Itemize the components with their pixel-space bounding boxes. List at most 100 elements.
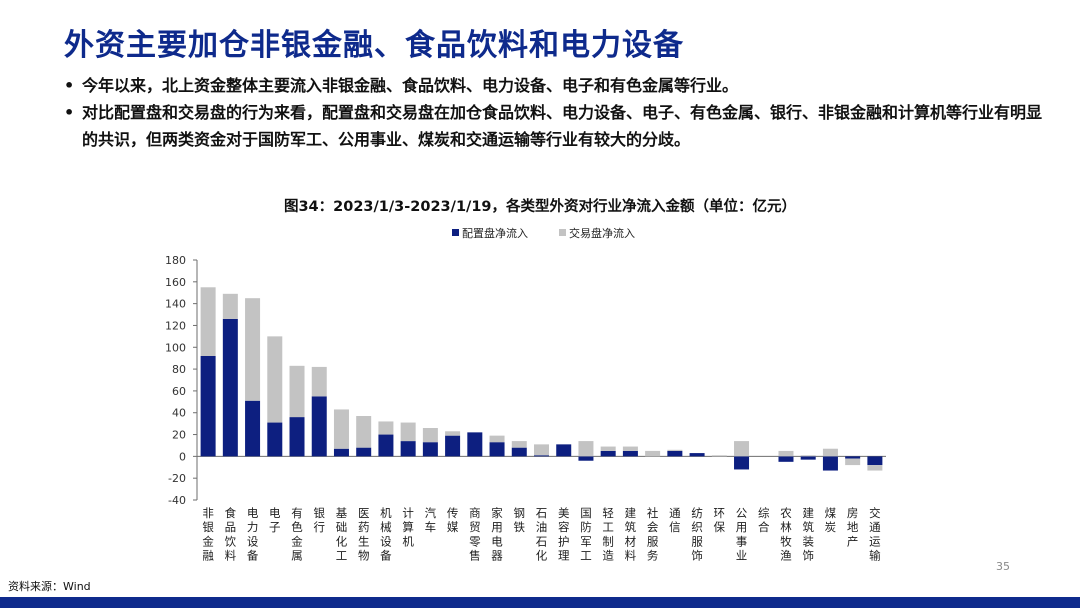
x-category-label: 合 bbox=[758, 520, 770, 534]
x-category-label: 输 bbox=[869, 549, 881, 563]
x-category-label: 品 bbox=[225, 520, 237, 534]
x-category-label: 保 bbox=[714, 520, 726, 534]
bar-allocation bbox=[800, 456, 816, 460]
bar-allocation bbox=[578, 456, 594, 461]
x-category-label: 护 bbox=[558, 534, 570, 548]
x-category-label: 基 bbox=[336, 506, 348, 520]
x-category-label: 设 bbox=[380, 534, 392, 548]
bar-trading bbox=[289, 365, 305, 418]
x-category-label: 运 bbox=[869, 534, 881, 548]
x-category-label: 务 bbox=[647, 549, 659, 563]
x-category-label: 银 bbox=[313, 506, 325, 520]
bar-allocation bbox=[245, 400, 261, 457]
x-category-label: 化 bbox=[536, 549, 548, 563]
y-tick-label: 100 bbox=[165, 341, 186, 354]
bullet-marker: • bbox=[64, 76, 75, 95]
bullet-marker: • bbox=[64, 103, 75, 122]
bar-trading bbox=[578, 441, 594, 457]
x-category-label: 非 bbox=[202, 506, 214, 520]
bullet-item: • 今年以来，北上资金整体主要流入非银金融、食品饮料、电力设备、电子和有色金属等… bbox=[58, 72, 1048, 99]
x-category-label: 事 bbox=[736, 534, 748, 548]
legend-swatch-trading bbox=[559, 229, 566, 236]
x-category-label: 饮 bbox=[225, 534, 237, 548]
x-category-label: 机 bbox=[380, 506, 392, 520]
y-tick-label: 120 bbox=[165, 319, 186, 332]
x-category-label: 容 bbox=[558, 520, 570, 534]
bar-trading bbox=[645, 450, 661, 457]
x-category-label: 通 bbox=[869, 520, 881, 534]
y-tick-label: 0 bbox=[179, 450, 186, 463]
bullet-text: 今年以来，北上资金整体主要流入非银金融、食品饮料、电力设备、电子和有色金属等行业… bbox=[82, 76, 739, 95]
x-category-label: 理 bbox=[558, 549, 570, 563]
x-category-label: 计 bbox=[402, 506, 414, 520]
x-category-label: 汽 bbox=[425, 506, 437, 520]
bar-trading bbox=[511, 441, 527, 448]
x-category-label: 渔 bbox=[780, 549, 792, 563]
bar-trading bbox=[867, 465, 883, 471]
y-tick-label: 140 bbox=[165, 298, 186, 311]
bar-trading bbox=[667, 449, 683, 451]
x-category-label: 械 bbox=[380, 520, 392, 534]
bar-trading bbox=[356, 416, 372, 448]
bar-allocation bbox=[778, 456, 794, 462]
x-category-label: 商 bbox=[469, 506, 481, 520]
x-category-label: 物 bbox=[358, 549, 370, 563]
x-category-label: 电 bbox=[269, 506, 281, 520]
x-category-label: 建 bbox=[625, 506, 637, 520]
x-category-label: 通 bbox=[669, 506, 681, 520]
x-category-label: 设 bbox=[247, 534, 259, 548]
bar-allocation bbox=[867, 456, 883, 466]
bar-trading bbox=[600, 446, 616, 451]
bar-trading bbox=[778, 450, 794, 457]
x-category-label: 房 bbox=[847, 506, 859, 520]
x-category-label: 服 bbox=[647, 534, 659, 548]
x-category-label: 织 bbox=[691, 520, 703, 534]
x-category-label: 有 bbox=[291, 506, 303, 520]
x-category-label: 交 bbox=[869, 506, 881, 520]
bar-trading bbox=[200, 287, 216, 356]
chart-title: 图34：2023/1/3-2023/1/19，各类型外资对行业净流入金额（单位：… bbox=[283, 199, 797, 215]
x-category-label: 媒 bbox=[447, 520, 459, 534]
bar-allocation bbox=[356, 447, 372, 457]
x-category-label: 造 bbox=[602, 549, 614, 563]
x-category-label: 工 bbox=[336, 549, 348, 563]
x-category-label: 地 bbox=[847, 520, 859, 534]
x-category-label: 础 bbox=[336, 520, 348, 534]
x-category-label: 生 bbox=[358, 534, 370, 548]
y-tick-label: -20 bbox=[168, 472, 186, 485]
x-category-label: 会 bbox=[647, 520, 659, 534]
x-category-label: 铁 bbox=[514, 520, 526, 534]
y-tick-label: 160 bbox=[165, 276, 186, 289]
bar-trading bbox=[711, 455, 727, 457]
bar-allocation bbox=[622, 450, 638, 457]
x-category-label: 油 bbox=[536, 520, 548, 534]
y-tick-label: -40 bbox=[168, 494, 186, 507]
bar-trading bbox=[400, 422, 416, 442]
x-category-label: 牧 bbox=[780, 534, 792, 548]
x-category-label: 饰 bbox=[802, 549, 814, 563]
bar-trading bbox=[267, 336, 283, 423]
slide-title: 外资主要加仓非银金融、食品饮料和电力设备 bbox=[64, 28, 684, 63]
x-category-label: 工 bbox=[580, 549, 592, 563]
x-category-label: 美 bbox=[558, 506, 570, 520]
bullet-text: 对比配置盘和交易盘的行为来看，配置盘和交易盘在加仓食品饮料、电力设备、电子、有色… bbox=[82, 103, 1043, 149]
bar-allocation bbox=[734, 456, 750, 470]
x-category-label: 信 bbox=[669, 520, 681, 534]
x-category-label: 子 bbox=[269, 520, 281, 534]
x-category-label: 环 bbox=[714, 506, 726, 520]
bar-allocation bbox=[467, 432, 483, 457]
bar-trading bbox=[422, 428, 438, 443]
x-category-label: 轻 bbox=[602, 506, 614, 520]
x-category-label: 家 bbox=[491, 506, 503, 520]
bar-trading bbox=[622, 446, 638, 451]
x-category-label: 食 bbox=[225, 506, 237, 520]
x-category-label: 农 bbox=[780, 506, 792, 520]
x-category-label: 石 bbox=[536, 506, 548, 520]
x-category-label: 用 bbox=[736, 520, 748, 534]
bar-trading bbox=[489, 435, 505, 443]
x-category-label: 银 bbox=[202, 520, 214, 534]
x-category-label: 石 bbox=[536, 534, 548, 548]
bar-trading bbox=[333, 409, 349, 449]
x-category-label: 料 bbox=[225, 549, 237, 563]
x-category-label: 钢 bbox=[514, 506, 526, 520]
